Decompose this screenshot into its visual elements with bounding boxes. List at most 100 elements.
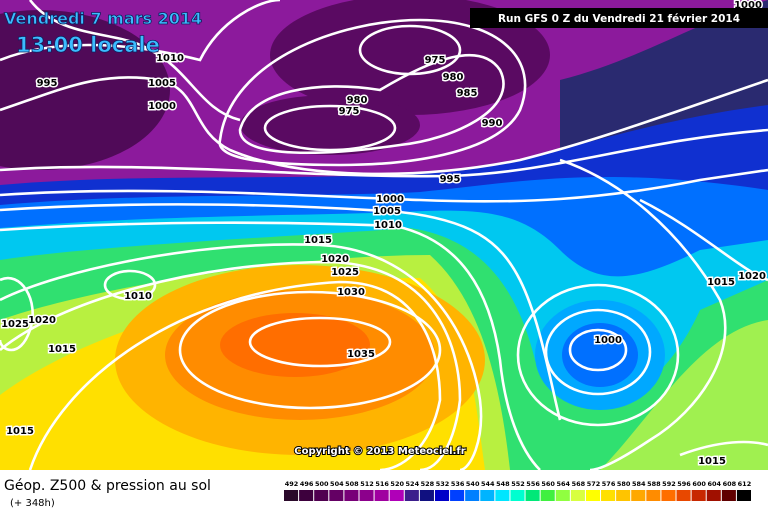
isobar-label: 980 <box>443 72 464 83</box>
scale-label: 504 <box>330 480 344 488</box>
scale-swatch <box>419 490 434 501</box>
scale-swatch <box>389 490 404 501</box>
scale-swatch <box>344 490 359 501</box>
scale-label: 552 <box>511 480 525 488</box>
scale-label: 572 <box>587 480 601 488</box>
isobar-label: 1000 <box>148 101 176 112</box>
scale-label: 508 <box>345 480 359 488</box>
scale-swatch <box>480 490 495 501</box>
scale-swatch <box>721 490 736 501</box>
scale-swatch <box>691 490 706 501</box>
scale-label: 512 <box>360 480 374 488</box>
scale-swatch <box>450 490 465 501</box>
isobar-label: 1015 <box>304 235 332 246</box>
isobar-label: 1025 <box>1 319 29 330</box>
scale-swatch <box>601 490 616 501</box>
scale-label: 548 <box>496 480 510 488</box>
isobar-label: 1015 <box>707 277 735 288</box>
isobar-label: 1010 <box>156 53 184 64</box>
copyright: Copyright © 2013 Meteociel.fr <box>294 446 465 457</box>
isobar-label: 995 <box>37 78 58 89</box>
scale-label: 576 <box>602 480 616 488</box>
color-scale: 492 496 500 504 508 512 516 520 524 528 532 536 540 5… <box>284 480 751 501</box>
scale-label: 500 <box>315 480 329 488</box>
scale-label: 544 <box>481 480 495 488</box>
isobars <box>0 0 768 457</box>
isobar-label: 1005 <box>373 206 401 217</box>
scale-label: 540 <box>466 480 480 488</box>
scale-swatch <box>646 490 661 501</box>
scale-label: 580 <box>617 480 631 488</box>
scale-swatch <box>676 490 691 501</box>
isobar-label: 1015 <box>698 456 726 467</box>
isobar-label: 1020 <box>28 315 56 326</box>
scale-swatch <box>374 490 389 501</box>
scale-swatch <box>299 490 314 501</box>
scale-label: 496 <box>300 480 314 488</box>
scale-swatch <box>661 490 676 501</box>
scale-label: 520 <box>390 480 404 488</box>
scale-swatch <box>631 490 646 501</box>
scale-swatch <box>510 490 525 501</box>
scale-swatch <box>329 490 344 501</box>
map-date: Vendredi 7 mars 2014 <box>4 9 202 28</box>
scale-label: 492 <box>285 480 299 488</box>
isobar-label: 1000 <box>376 194 404 205</box>
footer-title: Géop. Z500 & pression au sol <box>4 478 211 494</box>
isobar-label: 1025 <box>331 267 359 278</box>
isobar-label: 1010 <box>374 220 402 231</box>
isobar-label: 1015 <box>6 426 34 437</box>
isobar-label: 1035 <box>347 349 375 360</box>
scale-swatch <box>570 490 585 501</box>
scale-swatch <box>555 490 570 501</box>
scale-swatch <box>284 490 299 501</box>
scale-swatch <box>616 490 631 501</box>
isobar-label: 1020 <box>321 254 349 265</box>
isobar-label: 990 <box>482 118 503 129</box>
scale-swatch <box>359 490 374 501</box>
isobar-label: 1015 <box>48 344 76 355</box>
field-background <box>0 0 768 471</box>
isobar-label: 1010 <box>124 291 152 302</box>
scale-label: 608 <box>723 480 737 488</box>
scale-label: 536 <box>451 480 465 488</box>
scale-label: 564 <box>557 480 571 488</box>
scale-swatch <box>465 490 480 501</box>
scale-label: 556 <box>526 480 540 488</box>
isobar-label: 995 <box>440 174 461 185</box>
isobar-label: 980 <box>347 95 368 106</box>
scale-label: 584 <box>632 480 646 488</box>
isobar-label: 975 <box>425 55 446 66</box>
scale-label: 604 <box>707 480 721 488</box>
scale-swatch <box>736 490 751 501</box>
footer-lead: (+ 348h) <box>10 498 55 509</box>
run-info: Run GFS 0 Z du Vendredi 21 février 2014 <box>498 13 740 25</box>
isobar-label: 1030 <box>337 287 365 298</box>
scale-label: 612 <box>738 480 752 488</box>
scale-swatch <box>540 490 555 501</box>
scale-swatch <box>585 490 601 501</box>
map-time: 13:00 locale <box>16 33 160 57</box>
isobar-label: 985 <box>457 88 478 99</box>
isobar-label: 975 <box>339 106 360 117</box>
isobar-label: 1000 <box>594 335 622 346</box>
scale-label: 524 <box>406 480 420 488</box>
scale-label: 568 <box>572 480 586 488</box>
isobar-label: 1005 <box>148 78 176 89</box>
isobar-label: 1020 <box>738 271 766 282</box>
scale-swatch <box>314 490 329 501</box>
scale-swatch <box>404 490 419 501</box>
scale-label: 528 <box>421 480 435 488</box>
scale-label: 516 <box>375 480 389 488</box>
run-banner <box>470 8 768 28</box>
scale-label: 560 <box>541 480 555 488</box>
scale-label: 588 <box>647 480 661 488</box>
scale-swatch <box>434 490 450 501</box>
scale-label: 592 <box>662 480 676 488</box>
scale-label: 596 <box>677 480 691 488</box>
scale-swatch <box>706 490 721 501</box>
scale-swatch <box>495 490 510 501</box>
scale-swatch <box>525 490 540 501</box>
